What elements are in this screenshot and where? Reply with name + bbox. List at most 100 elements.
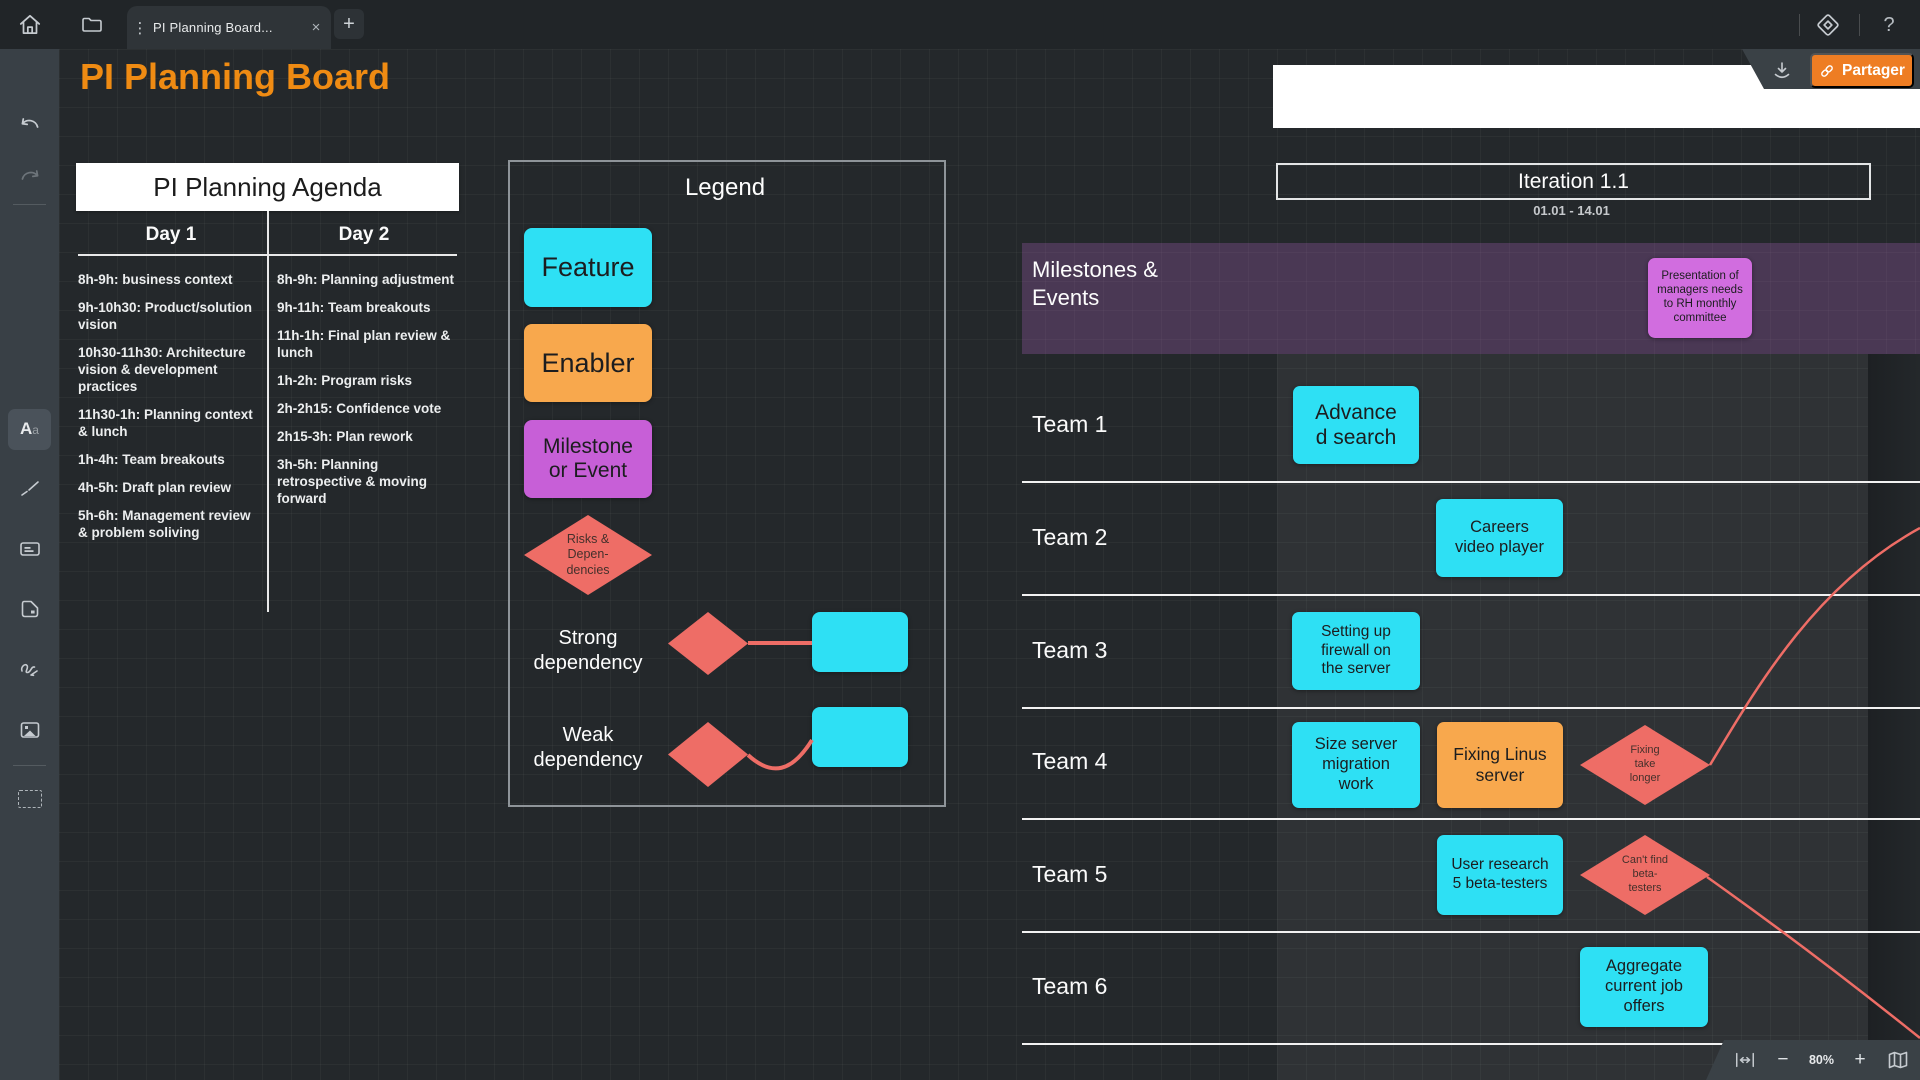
legend-risk-diamond[interactable]: Risks & Depen- dencies bbox=[524, 515, 652, 595]
strong-dependency-card[interactable] bbox=[812, 612, 908, 672]
agenda-item: 2h15-3h: Plan rework bbox=[277, 429, 413, 444]
team-5-note[interactable]: User research 5 beta-testers bbox=[1437, 835, 1563, 915]
team-1-note[interactable]: Advance d search bbox=[1293, 386, 1419, 464]
legend-risk-label: Risks & Depen- dencies bbox=[566, 531, 610, 577]
help-icon: ? bbox=[1883, 13, 1895, 36]
sidebar-divider bbox=[13, 204, 46, 205]
scribble-pen-icon bbox=[20, 663, 38, 677]
team-1-label: Team 1 bbox=[1032, 411, 1108, 437]
zoom-toolbar: − 80% + bbox=[1706, 1040, 1920, 1080]
strong-dependency-diamond[interactable] bbox=[668, 612, 748, 675]
row-divider bbox=[1022, 594, 1920, 596]
team-4-note-1[interactable]: Size server migration work bbox=[1292, 722, 1420, 808]
agenda-item: 11h-1h: Final plan review & lunch bbox=[277, 328, 451, 360]
diamond-shapes-icon bbox=[1817, 14, 1839, 36]
zoom-out-button[interactable]: − bbox=[1777, 1049, 1789, 1070]
iteration-header[interactable]: Iteration 1.1 bbox=[1276, 163, 1871, 200]
row-divider bbox=[1022, 931, 1920, 933]
top-bar: ⋮ PI Planning Board... × + ? bbox=[0, 0, 1920, 49]
tab-close-icon[interactable]: × bbox=[311, 19, 321, 36]
agenda-item: 9h-10h30: Product/solution vision bbox=[78, 300, 253, 332]
agenda-item: 10h30-11h30: Architecture vision & devel… bbox=[78, 345, 246, 394]
weak-dependency-diamond[interactable] bbox=[668, 722, 748, 787]
team-6-note[interactable]: Aggregate current job offers bbox=[1580, 947, 1708, 1027]
tab-title: PI Planning Board... bbox=[153, 20, 273, 35]
milestones-row-band bbox=[1022, 243, 1920, 354]
tool-sidebar: Aa bbox=[0, 49, 59, 1080]
team-4-risk-diamond[interactable]: Fixing take longer bbox=[1580, 725, 1710, 805]
team-5-label: Team 5 bbox=[1032, 861, 1108, 887]
minimap-button[interactable] bbox=[1886, 1048, 1910, 1072]
column-right-shadow bbox=[1868, 354, 1920, 1080]
milestones-row-label: Milestones & Events bbox=[1032, 257, 1158, 310]
team-2-label: Team 2 bbox=[1032, 524, 1108, 550]
home-button[interactable] bbox=[0, 0, 59, 49]
sidebar-divider bbox=[13, 765, 46, 766]
fit-width-icon bbox=[1735, 1052, 1754, 1068]
board-tab[interactable]: ⋮ PI Planning Board... × bbox=[127, 6, 331, 49]
redo-button[interactable] bbox=[0, 157, 59, 201]
download-icon bbox=[1774, 62, 1790, 79]
zoom-in-button[interactable]: + bbox=[1854, 1049, 1866, 1070]
dashed-selection-icon bbox=[17, 790, 42, 808]
agenda-item: 8h-9h: business context bbox=[78, 272, 233, 287]
download-button[interactable] bbox=[1764, 56, 1800, 86]
team-5-risk-label: Can't find beta- testers bbox=[1621, 854, 1669, 894]
legend-frame[interactable] bbox=[508, 160, 946, 807]
team-4-label: Team 4 bbox=[1032, 748, 1108, 774]
team-4-risk-label: Fixing take longer bbox=[1629, 744, 1661, 784]
home-icon bbox=[19, 14, 40, 34]
settings-button[interactable] bbox=[0, 1075, 59, 1080]
agenda-item: 11h30-1h: Planning context & lunch bbox=[78, 407, 253, 439]
undo-button[interactable] bbox=[0, 105, 59, 149]
legend-weak-label: Weak dependency bbox=[533, 724, 643, 771]
line-icon bbox=[20, 481, 39, 496]
line-tool[interactable] bbox=[0, 465, 59, 509]
redo-icon bbox=[21, 170, 38, 180]
agenda-day2-items: 8h-9h: Planning adjustment 9h-11h: Team … bbox=[277, 271, 457, 518]
row-divider bbox=[1022, 818, 1920, 820]
legend-enabler-card[interactable]: Enabler bbox=[524, 324, 652, 402]
text-tool-icon: Aa bbox=[20, 419, 39, 438]
agenda-title[interactable]: PI Planning Agenda bbox=[76, 163, 459, 211]
board-title: PI Planning Board bbox=[80, 56, 391, 97]
folder-icon bbox=[82, 17, 102, 32]
frame-tool[interactable] bbox=[0, 527, 59, 571]
team-5-risk-diamond[interactable]: Can't find beta- testers bbox=[1580, 835, 1710, 915]
team-6-label: Team 6 bbox=[1032, 973, 1108, 999]
team-4-note-2[interactable]: Fixing Linus server bbox=[1437, 722, 1563, 808]
templates-button[interactable] bbox=[1810, 7, 1846, 43]
link-icon bbox=[1821, 64, 1833, 77]
new-tab-button[interactable]: + bbox=[334, 9, 364, 39]
legend-title: Legend bbox=[684, 174, 766, 201]
weak-dependency-card[interactable] bbox=[812, 707, 908, 767]
image-tool[interactable] bbox=[0, 708, 59, 752]
open-boards-button[interactable] bbox=[74, 7, 110, 43]
share-button-label: Partager bbox=[1842, 61, 1905, 79]
text-tool[interactable]: Aa bbox=[0, 407, 59, 451]
agenda-day1-items: 8h-9h: business context 9h-10h30: Produc… bbox=[78, 271, 258, 552]
milestone-note[interactable]: Presentation of managers needs to RH mon… bbox=[1648, 258, 1752, 338]
image-icon bbox=[20, 722, 39, 738]
team-3-note[interactable]: Setting up firewall on the server bbox=[1292, 612, 1420, 690]
sticker-tag-icon bbox=[21, 600, 38, 618]
agenda-item: 1h-4h: Team breakouts bbox=[78, 452, 225, 467]
row-divider bbox=[1022, 1043, 1920, 1045]
fit-to-screen-button[interactable] bbox=[1733, 1048, 1757, 1072]
select-tool[interactable] bbox=[0, 777, 59, 821]
row-divider bbox=[1022, 707, 1920, 709]
tab-menu-icon[interactable]: ⋮ bbox=[132, 19, 148, 37]
iteration-dates: 01.01 - 14.01 bbox=[1533, 203, 1610, 218]
row-divider bbox=[1022, 481, 1920, 483]
canvas[interactable] bbox=[59, 49, 1920, 1080]
zoom-level[interactable]: 80% bbox=[1808, 1053, 1834, 1067]
sticker-tool[interactable] bbox=[0, 587, 59, 631]
agenda-item: 8h-9h: Planning adjustment bbox=[277, 272, 455, 287]
team-2-note[interactable]: Careers video player bbox=[1436, 499, 1563, 577]
legend-milestone-card[interactable]: Milestone or Event bbox=[524, 420, 652, 498]
draw-tool[interactable] bbox=[0, 648, 59, 692]
share-button[interactable]: Partager bbox=[1810, 53, 1914, 88]
help-button[interactable]: ? bbox=[1871, 7, 1907, 43]
legend-feature-card[interactable]: Feature bbox=[524, 228, 652, 307]
